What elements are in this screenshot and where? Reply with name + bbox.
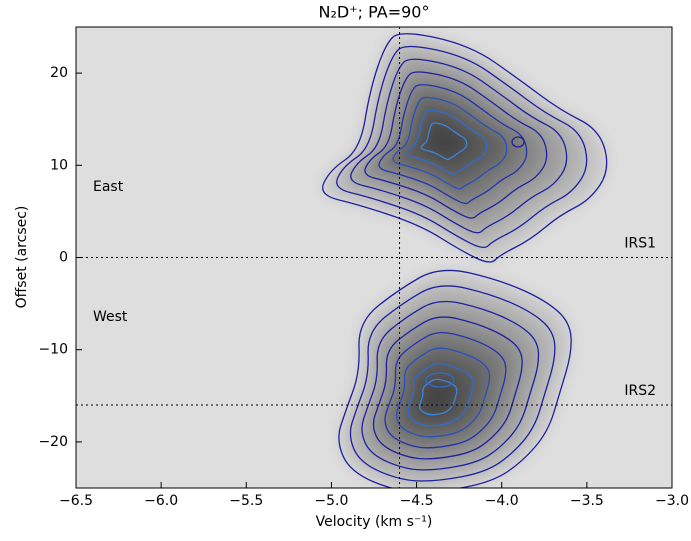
x-tick-label: −6.0 (144, 493, 178, 509)
contour (406, 109, 488, 175)
y-tick-label: 10 (50, 157, 68, 173)
x-tick-label: −4.0 (485, 493, 519, 509)
contour (338, 269, 572, 488)
contour (407, 363, 474, 427)
contour (364, 71, 548, 219)
contour (425, 372, 455, 388)
contour (418, 378, 458, 416)
x-tick-label: −3.5 (570, 493, 604, 509)
contour (322, 33, 608, 263)
contour (349, 285, 556, 482)
contour (350, 58, 568, 234)
reference-label: IRS1 (624, 236, 656, 252)
x-axis-label: Velocity (km s⁻¹) (316, 514, 433, 530)
intensity-level (421, 123, 467, 160)
contour (392, 96, 508, 190)
contour (420, 122, 468, 161)
x-tick-label: −5.5 (229, 493, 263, 509)
contour (395, 347, 491, 438)
contour (378, 84, 528, 205)
x-tick-label: −6.5 (59, 493, 93, 509)
chart-title: N₂D⁺; PA=90° (319, 3, 430, 22)
contours (322, 33, 608, 488)
annotation: East (93, 179, 124, 195)
x-tick-label: −5.0 (314, 493, 348, 509)
plot-frame (75, 26, 673, 489)
x-tick-label: −3.0 (655, 493, 689, 509)
contour (372, 316, 523, 460)
y-axis-label: Offset (arcsec) (14, 206, 30, 309)
y-tick-label: 0 (59, 250, 68, 266)
contour (384, 331, 507, 449)
contour (511, 136, 525, 148)
reference-label: IRS2 (624, 383, 656, 399)
y-tick-label: −10 (38, 342, 68, 358)
annotation: West (93, 309, 128, 325)
contour (361, 300, 540, 471)
intensity-level (419, 379, 457, 415)
y-tick-label: 20 (50, 65, 68, 81)
x-tick-label: −4.5 (400, 493, 434, 509)
y-tick-label: −20 (38, 434, 68, 450)
contour (336, 45, 588, 249)
